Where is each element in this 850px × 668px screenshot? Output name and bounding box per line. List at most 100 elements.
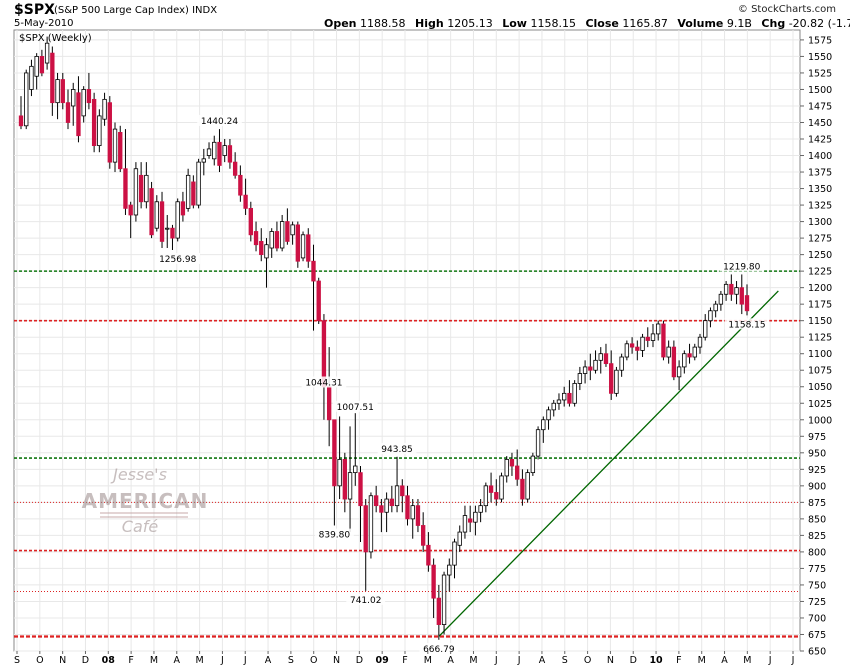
candle-body — [232, 161, 238, 176]
candle — [39, 49, 45, 77]
candle-body — [34, 56, 39, 77]
candle — [185, 168, 191, 212]
candle-body — [347, 472, 353, 500]
candle — [729, 274, 734, 301]
candle-body — [734, 287, 739, 295]
candle — [342, 452, 348, 513]
candle — [159, 191, 165, 249]
candle-body — [175, 201, 180, 239]
y-tick-label: 800 — [808, 547, 826, 558]
candle — [274, 221, 280, 252]
candle-body — [499, 475, 504, 500]
candle-body — [326, 386, 332, 421]
candle-body — [478, 505, 483, 513]
candle — [577, 366, 583, 391]
x-tick-label: M — [150, 655, 158, 666]
candle — [384, 492, 389, 533]
candle-body — [629, 343, 635, 348]
candle-body — [191, 181, 196, 206]
candle — [347, 426, 353, 533]
y-tick-label: 650 — [808, 647, 826, 658]
candle-body — [410, 505, 415, 520]
candle — [191, 175, 196, 209]
candle-body — [635, 346, 640, 351]
candle-body — [562, 392, 567, 401]
candle — [165, 214, 170, 249]
x-tick-label: F — [128, 655, 133, 666]
candle — [535, 426, 541, 460]
candle — [76, 76, 81, 143]
candle — [515, 449, 520, 486]
candle — [118, 125, 123, 173]
change-label: Chg — [761, 17, 786, 30]
candle — [373, 485, 379, 513]
candle-body — [337, 459, 342, 487]
candle — [300, 231, 306, 262]
annotation-bg — [301, 376, 347, 388]
candle — [546, 406, 551, 430]
candle — [154, 195, 159, 232]
brand-link[interactable]: © StockCharts.com — [737, 4, 836, 15]
price-annotation: 1007.51 — [337, 403, 374, 413]
candle — [44, 36, 50, 70]
candle-body — [656, 323, 661, 335]
price-annotation: 666.79 — [423, 645, 455, 655]
low-value: 1158.15 — [530, 17, 576, 30]
candle — [358, 466, 363, 542]
y-tick-label: 1350 — [808, 184, 832, 195]
candle — [541, 416, 546, 443]
y-tick-label: 675 — [808, 630, 826, 641]
y-tick-label: 1150 — [808, 316, 832, 327]
candle — [29, 59, 34, 97]
candle — [410, 499, 415, 539]
ohlc-stats: Open 1188.58 High 1205.13 Low 1158.15 Cl… — [324, 17, 850, 30]
candle-body — [259, 241, 264, 256]
x-tick-label: S — [288, 655, 294, 666]
candle-body — [24, 72, 29, 127]
price-annotation: 943.85 — [381, 445, 413, 455]
candle-body — [379, 505, 384, 513]
y-tick-label: 1175 — [808, 300, 832, 311]
candle — [217, 129, 222, 173]
candle — [107, 96, 112, 169]
candle — [353, 413, 358, 486]
candle — [640, 333, 645, 358]
candle-body — [572, 383, 577, 404]
y-tick-label: 1025 — [808, 399, 832, 410]
candle — [567, 380, 572, 407]
candle — [718, 290, 724, 311]
x-tick-label: M — [743, 655, 751, 666]
candle — [441, 571, 447, 635]
candle — [50, 46, 55, 116]
candle — [415, 499, 421, 533]
candle-body — [415, 505, 421, 526]
candle — [227, 139, 233, 169]
x-tick-label: J — [243, 655, 247, 666]
candle — [295, 221, 300, 268]
candle — [598, 347, 603, 374]
candle-body — [201, 158, 206, 163]
candle-body — [91, 98, 97, 147]
candle — [488, 472, 494, 503]
x-axis: S O N D 08 F M A M J J A S O N D 09 F M A M J J A S O N D 10 F M A M J J — [14, 651, 794, 666]
candle-body — [426, 544, 431, 566]
candle-body — [400, 485, 405, 497]
candle — [744, 284, 750, 316]
candle — [703, 314, 708, 341]
candle-body — [149, 188, 154, 236]
price-annotations: 1440.24 1256.98 1044.31 1007.51 943.85 839.80… — [155, 114, 770, 655]
candle — [232, 152, 238, 179]
annotation-bg — [155, 253, 200, 265]
candle — [264, 238, 269, 288]
candle — [259, 228, 264, 262]
candle-body — [128, 204, 133, 216]
candle — [682, 350, 687, 374]
candle-body — [462, 515, 468, 533]
candle — [269, 228, 274, 258]
x-tick-label: A — [447, 655, 454, 666]
candle-body — [515, 465, 520, 480]
x-tick-label: S — [14, 655, 20, 666]
candle-body — [342, 459, 348, 500]
candle-body — [671, 346, 677, 378]
candle-body — [582, 366, 588, 374]
